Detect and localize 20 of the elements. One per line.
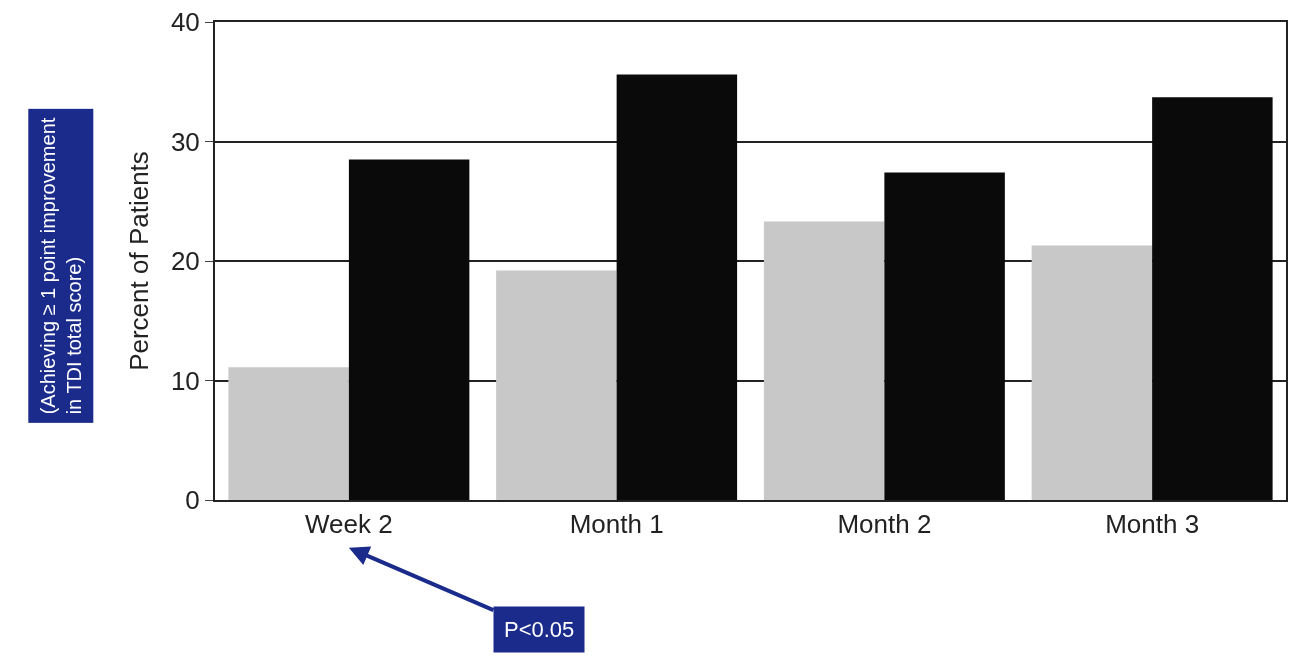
bar	[496, 270, 617, 500]
y-tick-label: 0	[185, 485, 200, 516]
y-axis-title: Percent of Patients	[123, 151, 154, 371]
bar	[1152, 97, 1273, 500]
x-tick-label: Month 1	[569, 509, 664, 540]
bar	[884, 172, 1005, 500]
x-tick-label: Month 3	[1105, 509, 1200, 540]
text: (Achieving ≥ 1 point improvement in TDI total score)	[36, 117, 85, 415]
y-tick-label: 10	[170, 365, 200, 396]
bar	[616, 74, 738, 500]
bar	[1031, 245, 1153, 500]
x-tick-label: Week 2	[305, 509, 393, 540]
y-tick-label: 40	[170, 7, 200, 38]
bar	[763, 221, 885, 500]
text: P<0.05	[504, 617, 575, 642]
bar	[348, 159, 470, 500]
y-tick-label: 20	[170, 246, 200, 277]
x-tick-label: Month 2	[837, 509, 932, 540]
y-tick-label: 30	[170, 126, 200, 157]
bar	[228, 367, 349, 500]
